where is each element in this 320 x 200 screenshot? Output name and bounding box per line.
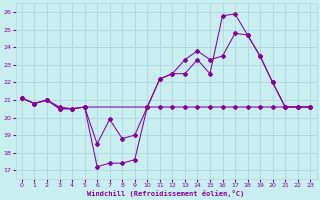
X-axis label: Windchill (Refroidissement éolien,°C): Windchill (Refroidissement éolien,°C) <box>87 190 245 197</box>
